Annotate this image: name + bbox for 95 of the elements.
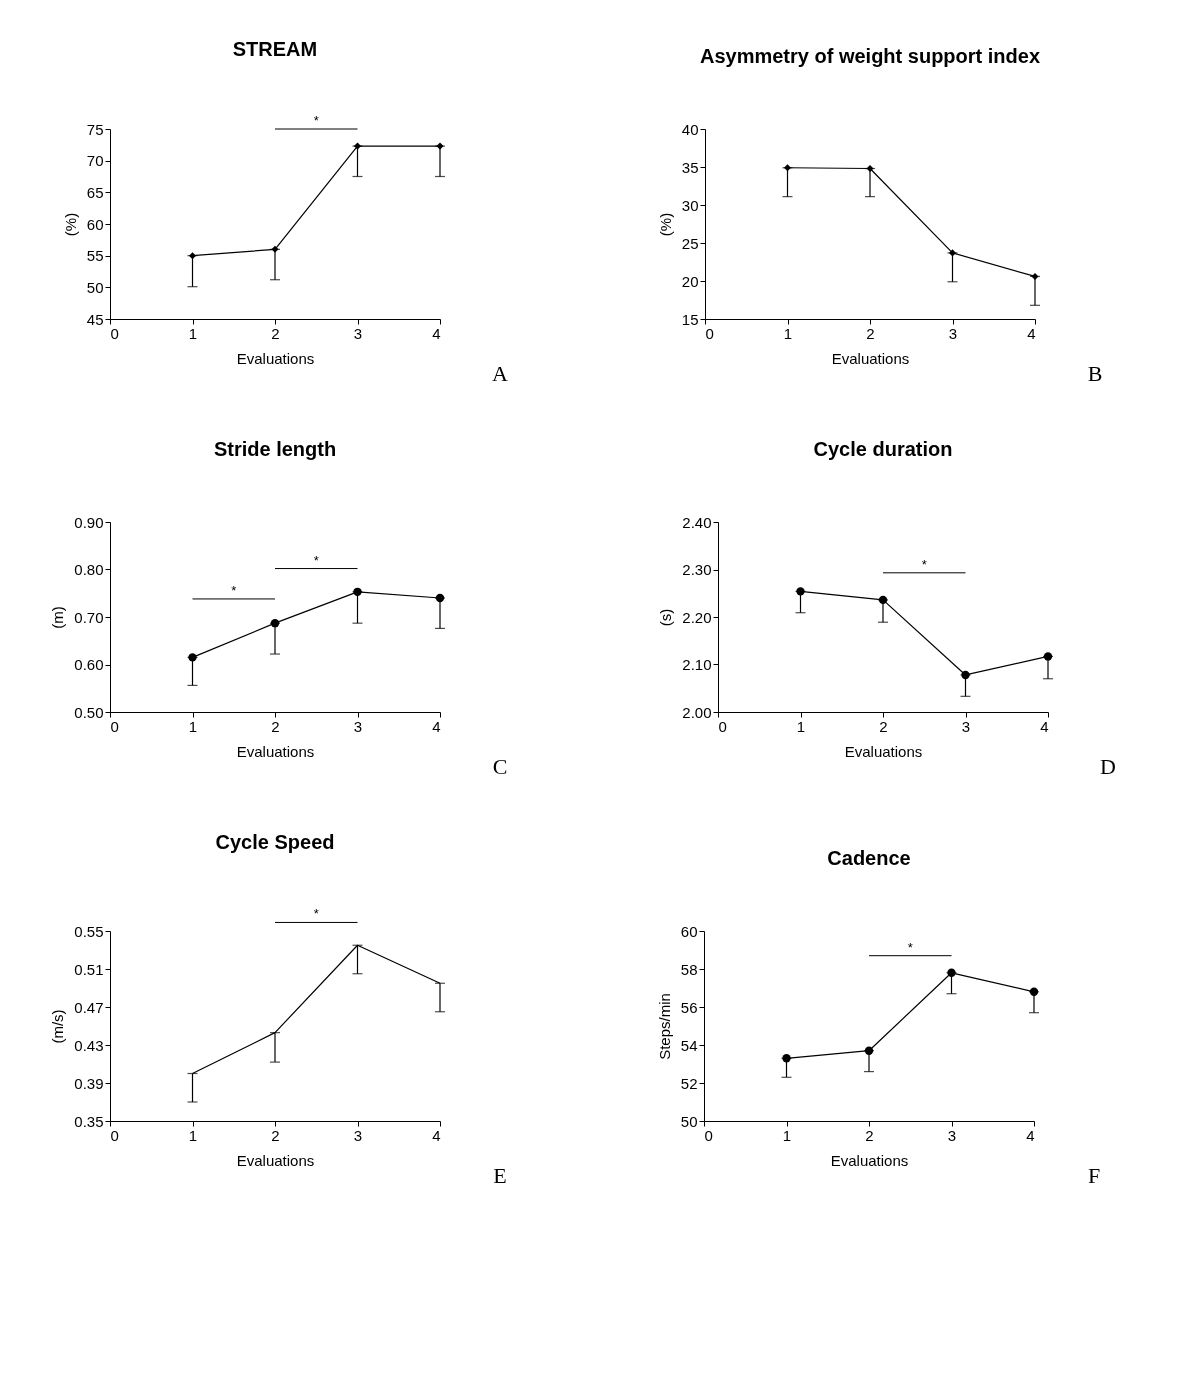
chart-title: Cycle duration: [813, 438, 953, 460]
y-tick-label: 45: [86, 310, 104, 328]
x-tick-label: 3: [353, 1126, 363, 1144]
x-tick-label: 4: [432, 324, 441, 342]
y-axis-title: (%): [61, 212, 79, 237]
x-tick-label: 1: [783, 324, 793, 342]
x-axis-title: Evaluations: [236, 1151, 315, 1169]
x-tick-label: 2: [865, 1126, 874, 1144]
y-tick-label: 0.39: [74, 1074, 104, 1092]
annotation: *: [231, 582, 237, 598]
x-axis-title: Evaluations: [236, 349, 315, 367]
x-tick-label: 0: [110, 717, 119, 735]
y-tick-label: 60: [86, 215, 104, 233]
y-tick-label: 30: [681, 196, 699, 214]
y-tick-label: 15: [681, 310, 699, 328]
y-tick-label: 2.30: [682, 561, 712, 578]
x-tick-label: 3: [353, 717, 363, 735]
y-tick-label: 20: [681, 272, 699, 290]
chart-title: STREAM: [232, 38, 318, 60]
x-axis-title: Evaluations: [236, 742, 315, 760]
x-tick-label: 2: [879, 717, 888, 735]
x-axis-title: Evaluations: [844, 742, 923, 760]
y-tick-label: 54: [680, 1036, 698, 1054]
y-tick-label: 70: [86, 152, 104, 170]
text: D: [1100, 754, 1116, 779]
chart-title: Stride length: [213, 438, 337, 460]
y-tick-label: 2.00: [682, 703, 712, 721]
x-tick-label: 0: [110, 324, 119, 342]
x-tick-label: 3: [948, 324, 958, 342]
text: C: [492, 754, 508, 779]
x-tick-label: 3: [961, 717, 971, 735]
x-tick-label: 4: [1026, 1126, 1035, 1144]
y-tick-label: 50: [680, 1112, 698, 1130]
x-tick-label: 1: [188, 717, 198, 735]
y-tick-label: 0.80: [74, 561, 104, 578]
x-tick-label: 0: [110, 1126, 119, 1144]
annotation: *: [921, 556, 927, 572]
y-tick-label: 0.50: [74, 703, 104, 721]
y-tick-label: 60: [680, 922, 698, 940]
x-tick-label: 2: [866, 324, 875, 342]
x-axis-title: Evaluations: [831, 349, 910, 367]
y-tick-label: 55: [86, 247, 104, 265]
y-tick-label: 0.90: [74, 513, 104, 531]
y-axis-title: Steps/min: [655, 993, 673, 1060]
x-tick-label: 4: [1027, 324, 1036, 342]
x-tick-label: 0: [705, 324, 714, 342]
x-tick-label: 3: [947, 1126, 957, 1144]
chart-title: Cycle Speed: [215, 831, 335, 854]
y-tick-label: 2.20: [682, 608, 712, 626]
x-tick-label: 1: [796, 717, 806, 735]
x-tick-label: 2: [271, 717, 280, 735]
x-tick-label: 4: [432, 717, 441, 735]
x-tick-label: 4: [1040, 717, 1049, 735]
chart-title: Asymmetry of weight support index: [699, 45, 1041, 67]
y-tick-label: 0.51: [74, 960, 104, 978]
y-tick-label: 65: [86, 183, 104, 201]
y-tick-label: 0.60: [74, 656, 104, 673]
y-tick-label: 0.43: [74, 1036, 104, 1054]
x-tick-label: 3: [353, 324, 363, 342]
y-tick-label: 0.55: [74, 922, 104, 940]
y-tick-label: 35: [681, 158, 699, 176]
x-tick-label: 1: [188, 324, 198, 342]
y-tick-label: 58: [680, 960, 698, 978]
x-tick-label: 1: [188, 1126, 198, 1144]
y-tick-label: 40: [681, 120, 699, 138]
y-tick-label: 75: [86, 120, 104, 138]
y-tick-label: 52: [680, 1074, 698, 1092]
chart-title: Cadence: [827, 847, 911, 869]
y-tick-label: 56: [680, 998, 698, 1016]
text: *: [313, 906, 319, 922]
x-tick-label: 2: [271, 1126, 280, 1144]
x-tick-label: 0: [718, 717, 727, 735]
annotation: *: [907, 939, 913, 955]
y-tick-label: 0.47: [74, 998, 104, 1016]
text: F: [1087, 1163, 1101, 1188]
x-tick-label: 4: [432, 1126, 441, 1144]
x-tick-label: 1: [782, 1126, 792, 1144]
y-tick-label: 2.40: [682, 513, 712, 531]
text: E: [493, 1163, 507, 1188]
text: A: [492, 361, 509, 386]
x-tick-label: 2: [271, 324, 280, 342]
y-axis-title: (m/s): [49, 1009, 67, 1044]
text: *: [313, 113, 319, 128]
y-tick-label: 2.10: [682, 656, 712, 673]
y-axis-title: (s): [657, 608, 675, 627]
y-tick-label: 25: [681, 234, 699, 252]
annotation: *: [313, 552, 319, 568]
y-axis-title: (%): [656, 212, 674, 237]
y-axis-title: (m): [49, 606, 67, 629]
text: B: [1087, 361, 1103, 386]
x-axis-title: Evaluations: [830, 1151, 909, 1169]
y-tick-label: 0.35: [74, 1112, 104, 1130]
y-tick-label: 0.70: [74, 608, 104, 626]
x-tick-label: 0: [704, 1126, 713, 1144]
y-tick-label: 50: [86, 278, 104, 296]
